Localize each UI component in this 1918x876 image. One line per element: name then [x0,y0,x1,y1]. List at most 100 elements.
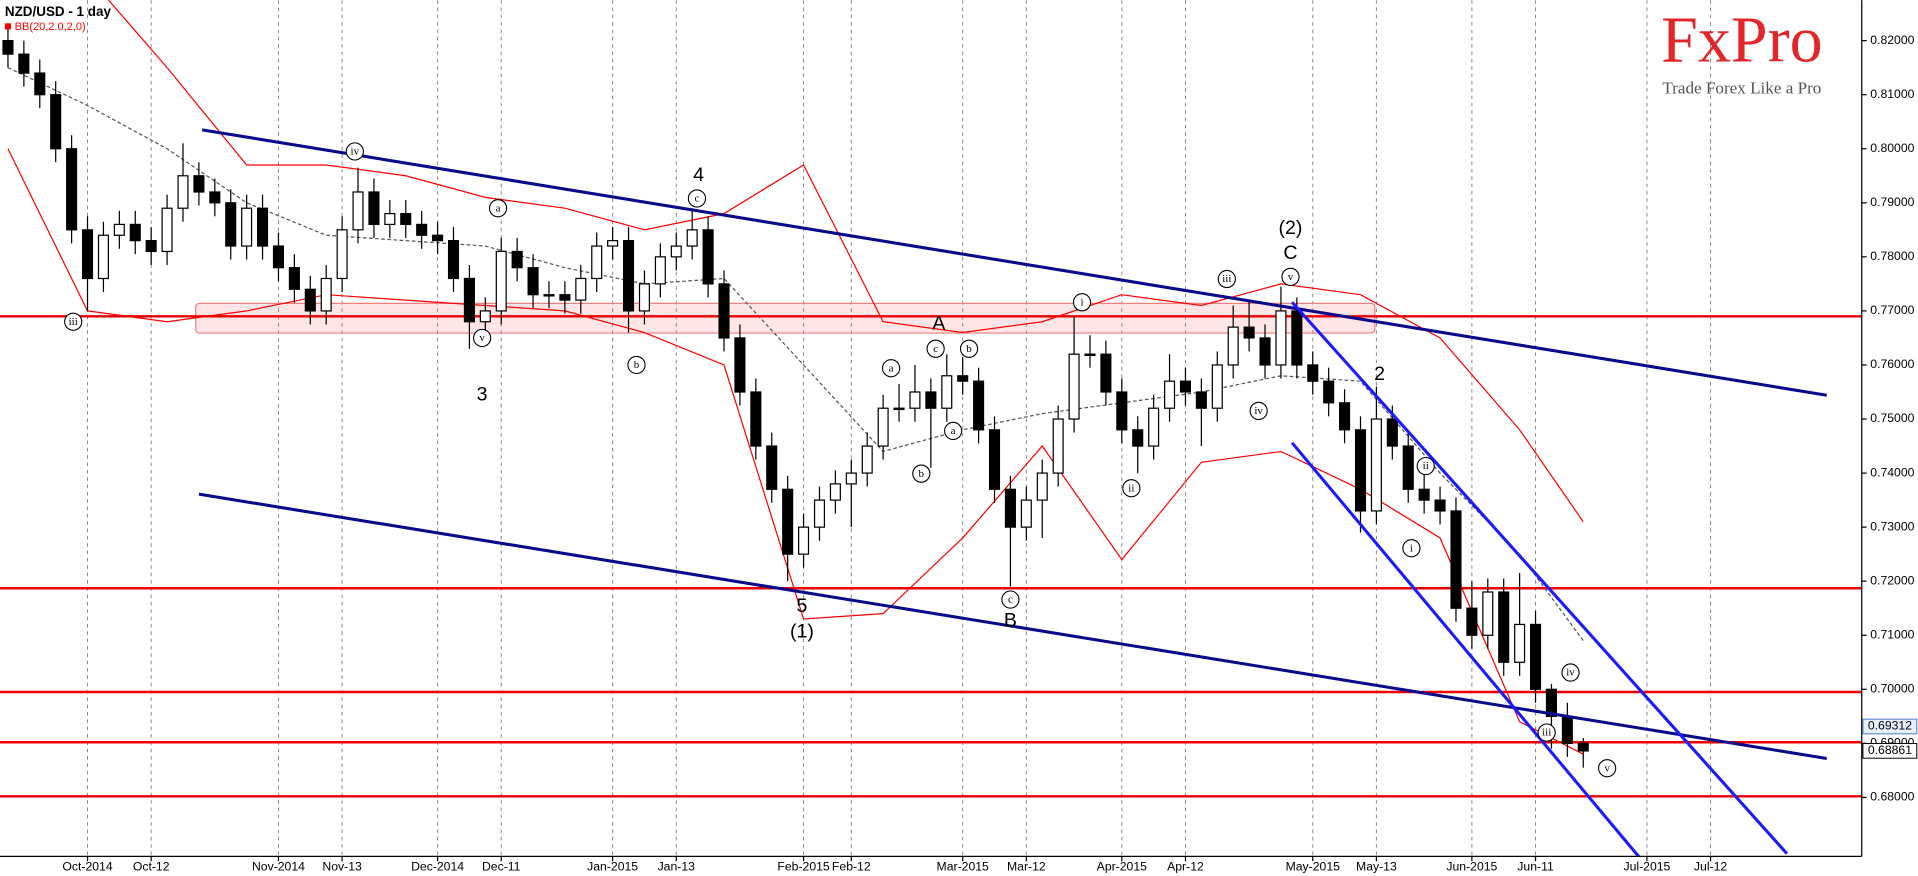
candle-body [988,429,1001,490]
price-tag-box [1862,743,1918,759]
wave-label-circle [1416,456,1435,476]
wave-label-circle [488,199,508,218]
trendline [198,492,1827,761]
candle-body [384,212,396,226]
y-tick-label: 0.76000 [1870,357,1914,371]
x-tick-label: Oct-12 [133,860,170,874]
candle-body [877,407,889,447]
x-tick-label: Feb-12 [832,860,871,874]
y-tick-label: 0.78000 [1870,249,1914,263]
candle-body [161,207,173,253]
candle-body [225,202,237,247]
wave-label-circle [627,355,646,375]
candle-body [1179,380,1192,393]
price-tag: 0.69312 [1868,719,1912,733]
candle-body [1052,418,1064,474]
x-tick-label: May-13 [1356,860,1397,874]
candle-body [670,245,682,258]
candle-body [1227,326,1239,366]
candle-body [66,148,78,231]
y-tick-label: 0.68000 [1870,790,1914,804]
y-tick-label: 0.72000 [1870,573,1914,587]
wave-label-circle [64,312,83,331]
candle-body [272,245,285,269]
wave-label: b [634,359,640,371]
candle-body [34,72,46,96]
wave-label: iii [69,316,78,328]
wave-label: 2 [1374,363,1385,385]
bollinger-middle [7,67,1584,642]
x-tick-label: Apr-2015 [1097,860,1147,874]
candle-body [1529,623,1542,690]
wave-label: b [966,343,972,355]
wave-label-circle [1281,267,1300,286]
candle-body [1561,715,1573,744]
x-tick-label: Jul-12 [1694,860,1727,874]
indicator-label: BB(20,2.0,2,0) [15,21,86,33]
candle-body [1084,353,1096,356]
candle-body [702,229,714,285]
candle-body [1434,499,1446,512]
wave-label: v [1604,762,1610,774]
wave-label-circle [944,421,963,441]
wave-label: a [951,425,956,437]
candle-body [1402,445,1414,490]
support-zone [195,302,1376,334]
candle-body [543,294,555,297]
candle-body [829,483,841,501]
wave-label-circle [1249,401,1268,421]
candle-body [973,380,985,431]
candle-body [559,294,571,301]
x-tick-label: Nov-2014 [252,860,305,874]
candle-body [1450,510,1462,609]
candle-body [495,250,507,312]
candle-body [893,407,905,411]
candle-body [1259,337,1271,366]
candle-body [1370,418,1382,512]
candle-body [1577,742,1589,752]
wave-label: 5 [797,595,808,617]
candle-body [1068,353,1080,420]
candle-body [638,283,650,312]
candle-body [97,234,109,280]
x-tick-label: Jan-2015 [587,860,638,874]
logo-brand: FxPro [1661,4,1823,77]
wave-label-circle [1217,269,1236,289]
candle-body [479,310,491,323]
candle-body [193,175,205,193]
candle-body [845,472,857,485]
wave-label: 3 [477,383,488,405]
wave-label: B [1004,609,1017,631]
candle-body [1386,418,1398,447]
candle-body [622,240,635,312]
candle-body [1354,429,1367,512]
candle-body [686,229,698,247]
wave-label: ii [1128,482,1134,494]
trendline [201,128,1827,397]
axis-layer: 0.82000 0.81000 0.80000 0.79000 0.78000 0.770… [62,33,1918,874]
candle-body [209,191,221,204]
candle-body [1466,607,1478,636]
wave-label: c [695,193,700,205]
wave-label-circle [1402,539,1421,558]
wave-label-circle [1122,479,1141,498]
candle-body [813,499,826,528]
trendline [1290,301,1789,855]
candle-body [1100,353,1112,393]
x-tick-label: Dec-2014 [411,860,464,874]
wave-label: i [1410,542,1413,554]
chart-title: NZD/USD - 1 day [5,4,112,19]
candle-body [718,283,730,339]
candle-body [861,445,873,474]
candle-body [1132,429,1144,447]
candle-body [400,212,412,226]
candle-body [1004,488,1016,528]
x-tick-label: Jun-2015 [1446,860,1497,874]
candle-body [304,288,316,312]
y-tick-label: 0.80000 [1870,141,1914,155]
wave-label: a [889,362,894,374]
x-tick-label: Mar-2015 [937,860,989,874]
